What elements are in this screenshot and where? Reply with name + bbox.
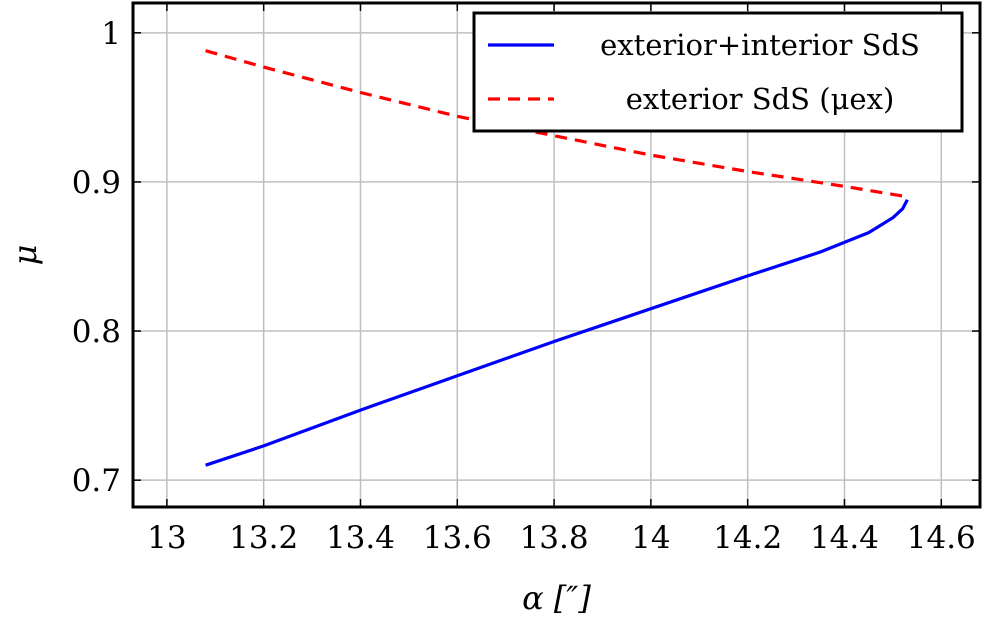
legend-label-0: exterior+interior SdS bbox=[600, 28, 920, 62]
x-tick-label: 13 bbox=[147, 520, 186, 556]
y-axis-label: μ bbox=[6, 245, 44, 266]
x-tick-label: 13.2 bbox=[229, 520, 298, 556]
y-tick-label: 0.9 bbox=[72, 165, 121, 201]
plot-frame bbox=[131, 1, 982, 509]
series-line-1 bbox=[205, 49, 908, 199]
x-axis-label: α [″] bbox=[522, 579, 591, 617]
y-tick-label: 1 bbox=[101, 16, 121, 52]
series-layer bbox=[205, 49, 909, 467]
series-line-0 bbox=[205, 199, 909, 467]
ticks: 13 13.2 13.4 13.6 13.8 14 14.2 14.4 14.6 0.7 0.8 0.… bbox=[72, 3, 980, 556]
x-tick-label: 14.2 bbox=[713, 520, 782, 556]
legend-box bbox=[472, 11, 964, 133]
y-tick-label: 0.8 bbox=[72, 314, 121, 350]
x-tick-label: 13.8 bbox=[520, 520, 589, 556]
x-tick-label: 13.4 bbox=[326, 520, 395, 556]
x-tick-label: 14.4 bbox=[810, 520, 879, 556]
legend: exterior+interior SdS exterior SdS (μex) bbox=[472, 11, 964, 133]
x-tick-label: 14 bbox=[631, 520, 670, 556]
y-tick-label: 0.7 bbox=[72, 463, 121, 499]
x-tick-label: 14.6 bbox=[907, 520, 976, 556]
x-tick-label: 13.6 bbox=[423, 520, 492, 556]
legend-label-1: exterior SdS (μex) bbox=[626, 82, 895, 116]
